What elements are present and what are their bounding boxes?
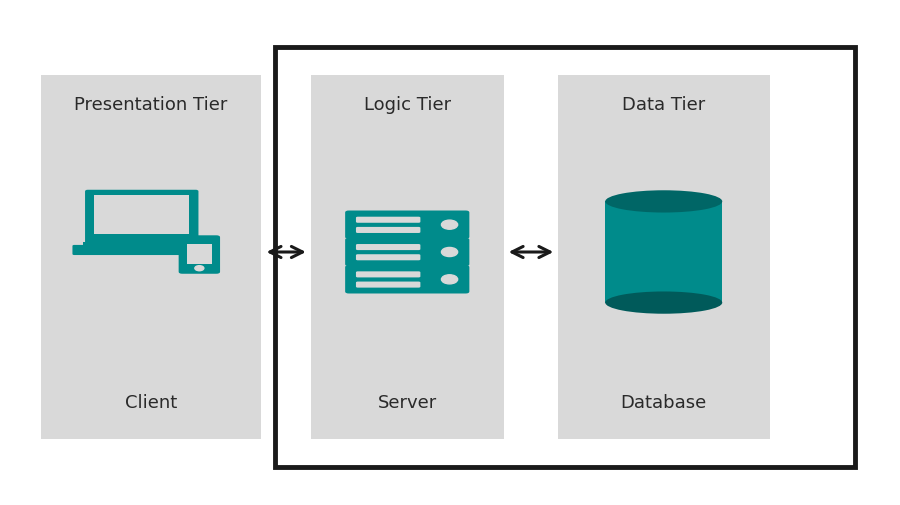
Bar xyxy=(40,76,261,439)
Circle shape xyxy=(441,221,457,230)
FancyBboxPatch shape xyxy=(356,255,420,261)
Bar xyxy=(606,202,723,303)
Bar xyxy=(94,195,189,235)
Circle shape xyxy=(194,266,203,271)
Bar xyxy=(558,76,770,439)
Circle shape xyxy=(441,275,457,284)
FancyBboxPatch shape xyxy=(356,282,420,288)
FancyBboxPatch shape xyxy=(345,238,470,267)
Circle shape xyxy=(441,248,457,257)
Ellipse shape xyxy=(605,191,722,213)
Text: Presentation Tier: Presentation Tier xyxy=(74,96,228,114)
Text: Client: Client xyxy=(124,393,177,412)
FancyBboxPatch shape xyxy=(85,190,198,244)
FancyBboxPatch shape xyxy=(345,266,470,294)
Text: Data Tier: Data Tier xyxy=(622,96,706,114)
Text: Logic Tier: Logic Tier xyxy=(364,96,451,114)
FancyBboxPatch shape xyxy=(345,211,470,239)
FancyBboxPatch shape xyxy=(72,245,211,256)
FancyBboxPatch shape xyxy=(356,227,420,233)
Ellipse shape xyxy=(605,292,722,314)
FancyBboxPatch shape xyxy=(356,244,420,250)
Bar xyxy=(186,244,211,265)
Bar xyxy=(274,48,855,467)
Text: Server: Server xyxy=(378,393,436,412)
FancyBboxPatch shape xyxy=(356,217,420,223)
Bar xyxy=(310,76,504,439)
Bar xyxy=(83,242,200,246)
FancyBboxPatch shape xyxy=(356,272,420,278)
Text: Database: Database xyxy=(621,393,707,412)
FancyBboxPatch shape xyxy=(178,236,220,274)
